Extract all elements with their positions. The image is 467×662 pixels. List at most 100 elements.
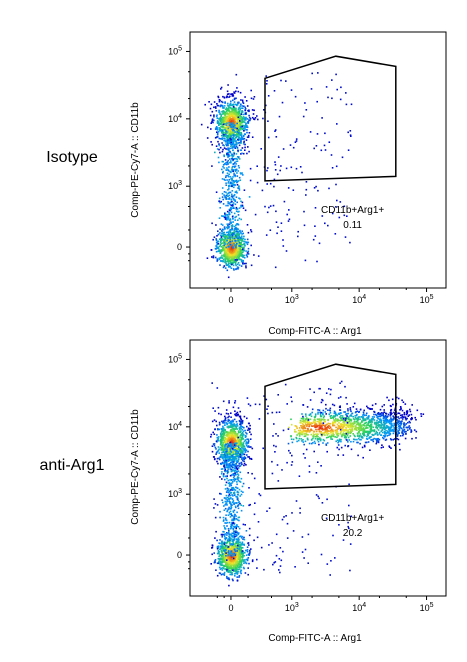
event-dot: [242, 444, 245, 447]
event-dot: [219, 562, 222, 565]
event-dot: [244, 143, 246, 146]
event-dot: [242, 254, 244, 257]
event-dot: [221, 237, 223, 240]
event-dot: [228, 212, 230, 214]
event-dot: [222, 117, 225, 120]
event-dot: [241, 137, 244, 139]
event-dot: [234, 103, 236, 106]
event-dot: [216, 104, 219, 107]
event-dot: [232, 423, 235, 426]
event-dot: [231, 154, 233, 156]
event-dot: [239, 115, 242, 118]
event-dot: [216, 260, 218, 262]
event-dot: [217, 95, 219, 98]
event-dot: [250, 230, 253, 233]
event-dot: [211, 546, 214, 549]
event-dot: [235, 97, 237, 100]
event-dot: [239, 198, 241, 200]
event-dot: [234, 236, 237, 239]
event-dot: [241, 422, 243, 425]
event-dot: [241, 246, 243, 248]
event-dot: [214, 428, 216, 430]
event-dot: [295, 140, 298, 142]
event-dot: [216, 545, 219, 548]
event-dot: [235, 458, 238, 460]
event-dot: [227, 144, 229, 147]
event-dot: [218, 197, 221, 200]
event-dot: [222, 247, 224, 249]
event-dot: [220, 114, 223, 116]
event-dot: [224, 243, 226, 245]
event-dot: [310, 428, 312, 431]
event-dot: [303, 431, 305, 433]
event-dot: [227, 184, 230, 187]
event-dot: [243, 246, 245, 249]
event-dot: [285, 167, 288, 170]
event-dot: [237, 150, 239, 153]
event-dot: [229, 154, 231, 157]
event-dot: [238, 189, 241, 191]
event-dot: [233, 228, 236, 230]
event-dot: [250, 264, 253, 267]
event-dot: [229, 143, 232, 146]
event-dot: [221, 138, 224, 141]
event-dot: [246, 444, 248, 447]
event-dot: [226, 567, 228, 569]
event-dot: [402, 434, 404, 437]
event-dot: [274, 163, 277, 166]
event-dot: [240, 116, 243, 118]
event-dot: [246, 454, 248, 456]
event-dot: [221, 134, 223, 137]
event-dot: [224, 129, 226, 131]
event-dot: [231, 241, 233, 244]
event-dot: [233, 181, 235, 184]
event-dot: [230, 135, 232, 137]
event-dot: [345, 426, 347, 429]
event-dot: [222, 132, 225, 135]
event-dot: [237, 240, 239, 242]
event-dot: [368, 421, 371, 424]
event-dot: [249, 167, 252, 170]
event-dot: [234, 129, 237, 131]
event-dot: [408, 414, 410, 416]
event-dot: [228, 233, 230, 236]
event-dot: [229, 559, 231, 562]
event-dot: [218, 412, 220, 415]
event-dot: [303, 424, 306, 427]
event-dot: [245, 554, 248, 556]
event-dot: [230, 138, 232, 141]
event-dot: [226, 135, 229, 137]
event-dot: [229, 254, 231, 256]
event-dot: [210, 249, 213, 251]
event-dot: [204, 103, 206, 106]
event-dot: [315, 428, 317, 431]
event-dot: [406, 426, 409, 429]
event-dot: [216, 117, 219, 119]
event-dot: [220, 442, 222, 444]
event-dot: [331, 167, 334, 169]
event-dot: [269, 182, 272, 185]
event-dot: [220, 104, 222, 107]
event-dot: [315, 145, 318, 147]
event-dot: [231, 466, 234, 469]
event-dot: [227, 252, 230, 254]
event-dot: [236, 181, 238, 184]
event-dot: [244, 119, 247, 121]
event-dot: [320, 420, 322, 423]
event-dot: [233, 121, 235, 124]
event-dot: [230, 565, 233, 568]
event-dot: [222, 425, 224, 428]
event-dot: [314, 207, 317, 209]
event-dot: [215, 136, 218, 138]
event-dot: [249, 438, 252, 440]
event-dot: [231, 155, 234, 158]
event-dot: [244, 107, 247, 110]
event-dot: [234, 431, 237, 433]
event-dot: [225, 117, 227, 119]
event-dot: [340, 414, 342, 417]
event-dot: [221, 557, 224, 559]
event-dot: [231, 435, 234, 437]
event-dot: [228, 202, 231, 204]
event-dot: [222, 160, 224, 163]
event-dot: [230, 412, 232, 414]
